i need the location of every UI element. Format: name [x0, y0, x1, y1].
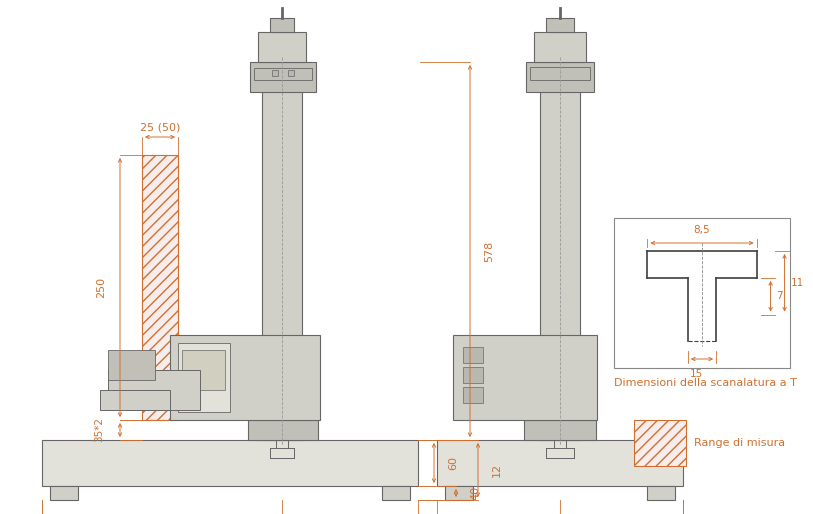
Bar: [463, 347, 483, 363]
Text: 578: 578: [484, 241, 494, 262]
Bar: [254, 68, 312, 80]
Bar: [530, 67, 590, 80]
Bar: [250, 62, 316, 92]
Text: Dimensioni della scanalatura a T: Dimensioni della scanalatura a T: [614, 378, 797, 388]
Bar: [178, 343, 230, 412]
Bar: [288, 70, 294, 76]
Text: 8,5: 8,5: [693, 225, 711, 235]
Bar: [382, 486, 410, 500]
Text: 40: 40: [470, 486, 480, 500]
Bar: [647, 486, 675, 500]
Bar: [182, 350, 225, 390]
Bar: [108, 350, 155, 380]
Bar: [463, 387, 483, 403]
Bar: [453, 335, 597, 420]
Text: 250: 250: [96, 277, 106, 298]
Bar: [108, 370, 200, 410]
Bar: [248, 420, 318, 440]
Bar: [258, 32, 306, 62]
Bar: [540, 62, 580, 440]
Bar: [270, 18, 294, 32]
Bar: [437, 440, 683, 486]
Text: Range di misura: Range di misura: [694, 438, 785, 448]
Bar: [534, 32, 586, 62]
Bar: [445, 486, 473, 500]
Bar: [50, 486, 78, 500]
Bar: [170, 335, 320, 420]
Bar: [142, 155, 178, 420]
Text: 11: 11: [790, 278, 804, 288]
Bar: [463, 367, 483, 383]
Bar: [100, 390, 170, 410]
Bar: [634, 420, 686, 466]
Text: 60: 60: [448, 456, 458, 470]
Text: 15: 15: [690, 369, 703, 379]
Bar: [546, 18, 574, 32]
Bar: [526, 62, 594, 92]
Bar: [524, 420, 596, 440]
Bar: [272, 70, 278, 76]
Text: 12: 12: [492, 463, 502, 477]
Text: 35*2: 35*2: [94, 417, 104, 443]
Text: 7: 7: [776, 291, 783, 301]
Bar: [262, 62, 302, 440]
Text: 25 (50): 25 (50): [140, 122, 180, 132]
Bar: [614, 218, 790, 368]
Bar: [42, 440, 418, 486]
